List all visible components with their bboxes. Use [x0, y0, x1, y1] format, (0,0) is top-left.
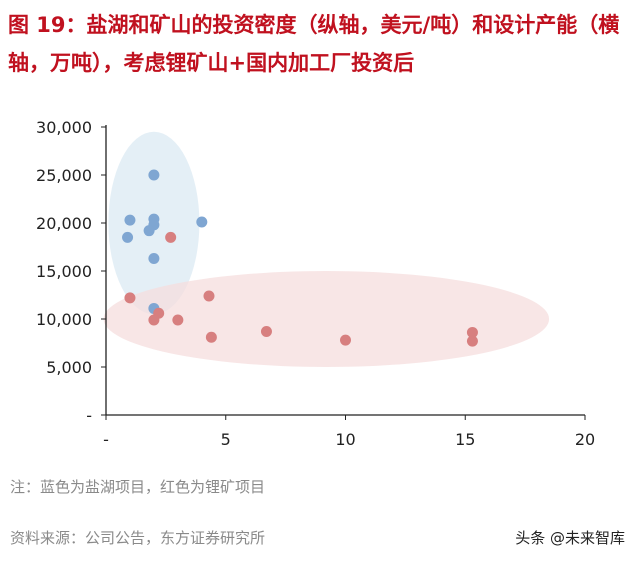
- data-point-series-0: [124, 214, 136, 226]
- y-tick-label: -: [86, 406, 92, 425]
- data-point-series-0: [148, 169, 160, 181]
- data-point-series-1: [148, 314, 160, 326]
- data-point-series-0: [196, 216, 208, 228]
- y-tick-label: 30,000: [36, 118, 92, 137]
- y-tick-label: 25,000: [36, 166, 92, 185]
- data-point-series-1: [466, 335, 478, 347]
- y-tick-label: 10,000: [36, 310, 92, 329]
- x-tick-label: 15: [455, 430, 475, 449]
- data-point-series-1: [260, 325, 272, 337]
- data-point-series-0: [122, 231, 134, 243]
- chart-title: 图 19：盐湖和矿山的投资密度（纵轴，美元/吨）和设计产能（横轴，万吨），考虑锂…: [8, 13, 620, 75]
- data-point-series-1: [340, 334, 351, 346]
- data-point-series-1: [165, 231, 177, 243]
- data-point-series-1: [205, 331, 217, 343]
- y-tick-label: 20,000: [36, 214, 92, 233]
- data-point-series-1: [172, 314, 184, 326]
- watermark: 头条 @未来智库: [515, 529, 625, 547]
- footnote: 注：蓝色为盐湖项目，红色为锂矿项目: [10, 478, 266, 496]
- data-points: [122, 169, 478, 347]
- y-tick-label: 15,000: [36, 262, 92, 281]
- highlight-layer: [103, 131, 550, 367]
- x-tick-label: 10: [335, 430, 355, 449]
- x-tick-label: 5: [221, 430, 231, 449]
- data-point-series-1: [203, 290, 215, 302]
- data-point-series-1: [466, 326, 478, 338]
- axes: - 5,000 10,000 15,000 20,000 25,000 30,000 - 5 10…: [36, 118, 595, 449]
- data-point-series-0: [143, 225, 155, 237]
- y-tick-label: 5,000: [46, 358, 92, 377]
- x-tick-label: -: [103, 430, 109, 449]
- data-point-series-1: [124, 292, 136, 304]
- scatter-chart: - 5,000 10,000 15,000 20,000 25,000 30,000 - 5 10…: [36, 118, 595, 449]
- data-point-series-0: [148, 253, 160, 265]
- highlight-ellipse-1: [103, 271, 550, 367]
- source-note: 资料来源：公司公告，东方证券研究所: [10, 529, 266, 547]
- x-tick-label: 20: [575, 430, 595, 449]
